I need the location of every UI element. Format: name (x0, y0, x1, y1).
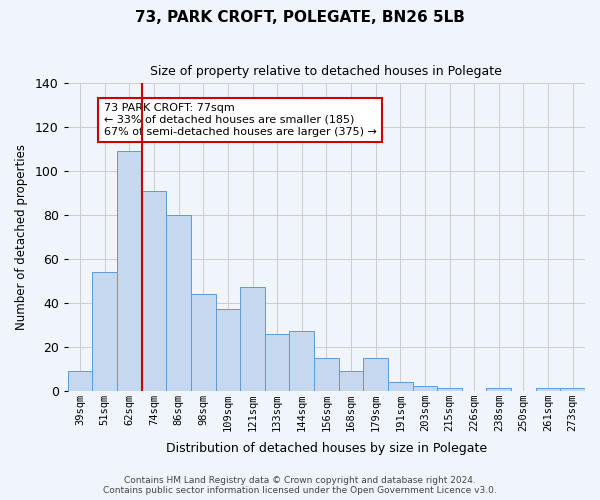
Bar (388, 382, 413, 390)
Bar (240, 288, 265, 391)
Bar (314, 358, 339, 390)
Y-axis label: Number of detached properties: Number of detached properties (15, 144, 28, 330)
Text: 73, PARK CROFT, POLEGATE, BN26 5LB: 73, PARK CROFT, POLEGATE, BN26 5LB (135, 10, 465, 25)
Bar (413, 386, 437, 390)
Bar (191, 294, 215, 390)
Bar (117, 152, 142, 390)
Bar (364, 358, 388, 390)
Bar (166, 215, 191, 390)
Bar (92, 272, 117, 390)
Bar (142, 191, 166, 390)
Bar (339, 371, 364, 390)
Bar (437, 388, 462, 390)
Bar (265, 334, 289, 390)
Bar (215, 310, 240, 390)
Bar (487, 388, 511, 390)
Text: 73 PARK CROFT: 77sqm
← 33% of detached houses are smaller (185)
67% of semi-deta: 73 PARK CROFT: 77sqm ← 33% of detached h… (104, 104, 377, 136)
Text: Contains HM Land Registry data © Crown copyright and database right 2024.
Contai: Contains HM Land Registry data © Crown c… (103, 476, 497, 495)
Title: Size of property relative to detached houses in Polegate: Size of property relative to detached ho… (151, 65, 502, 78)
Bar (289, 332, 314, 390)
X-axis label: Distribution of detached houses by size in Polegate: Distribution of detached houses by size … (166, 442, 487, 455)
Bar (536, 388, 560, 390)
Bar (68, 371, 92, 390)
Bar (560, 388, 585, 390)
